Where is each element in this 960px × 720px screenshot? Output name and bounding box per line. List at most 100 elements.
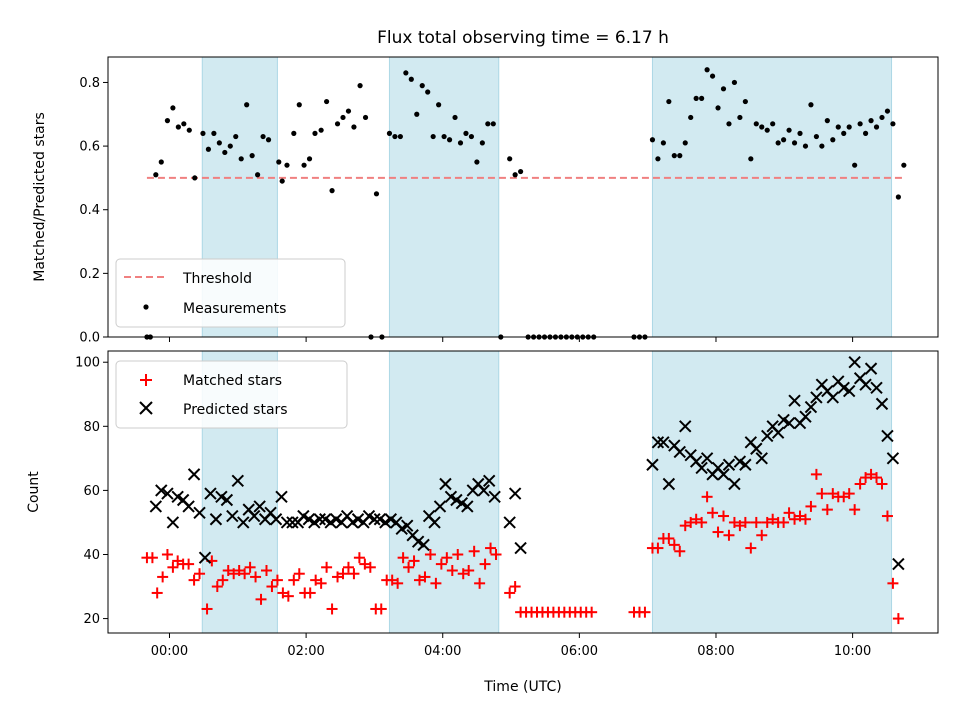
measurement-point — [318, 127, 324, 133]
predicted-star-point — [149, 500, 163, 513]
measurement-point — [797, 130, 803, 136]
measurement-point — [704, 67, 710, 73]
measurement-point — [324, 98, 330, 105]
measurement-point — [671, 153, 677, 159]
measurement-point — [786, 127, 792, 133]
matched-star-point — [463, 565, 475, 577]
matched-star-point — [696, 516, 708, 528]
predicted-star-point — [651, 436, 665, 449]
measurement-point — [244, 102, 250, 108]
predicted-star-point — [477, 484, 490, 497]
measurement-point — [386, 130, 393, 136]
measurement-point — [884, 108, 891, 114]
matched-star-point — [668, 539, 680, 551]
predicted-star-point — [428, 516, 441, 529]
predicted-star-point — [482, 474, 496, 487]
measurement-point — [720, 86, 727, 92]
predicted-star-point — [782, 416, 796, 430]
predicted-star-point — [864, 362, 878, 375]
measurement-point — [301, 162, 307, 168]
matched-star-point — [745, 542, 757, 554]
bottom-legend: Matched stars Predicted stars — [115, 360, 348, 429]
matched-star-point — [430, 577, 442, 589]
measurement-point — [158, 159, 164, 165]
measurement-point — [255, 172, 261, 178]
predicted-star-point — [401, 519, 414, 532]
measurement-point — [857, 121, 863, 127]
measurement-point — [414, 111, 420, 117]
measurement-point — [759, 124, 765, 130]
matched-star-point — [468, 545, 480, 557]
predicted-star-point — [657, 436, 670, 449]
bottom-y-axis: 20 40 60 80 100 — [75, 356, 108, 627]
matched-star-point — [816, 488, 828, 500]
predicted-star-point — [439, 477, 452, 491]
measurement-point — [868, 118, 874, 124]
measurement-point — [216, 140, 222, 146]
predicted-star-point — [870, 381, 883, 395]
observing-window-band — [651, 350, 893, 634]
predicted-star-point — [247, 509, 261, 523]
predicted-star-point — [695, 461, 708, 475]
measurement-point — [238, 156, 244, 162]
matched-star-point — [326, 603, 338, 615]
matched-star-point — [194, 568, 206, 580]
predicted-star-point — [788, 394, 801, 407]
matched-legend-label: Matched stars — [183, 373, 282, 389]
matched-star-point — [712, 526, 724, 538]
measurement-point — [699, 95, 705, 101]
measurement-point — [830, 137, 836, 143]
measurement-point — [351, 124, 357, 130]
measurement-point — [186, 127, 192, 133]
y-tick-label: 80 — [83, 420, 100, 435]
matched-star-point — [188, 574, 200, 586]
top-plot-frame — [107, 56, 939, 338]
measurement-point — [334, 121, 341, 127]
matched-star-point — [403, 561, 415, 573]
measurement-point — [808, 102, 814, 108]
measurement-point — [835, 124, 841, 130]
predicted-star-point — [508, 487, 522, 500]
predicted-star-point — [739, 458, 752, 471]
matched-star-point — [239, 568, 251, 580]
predicted-star-point — [886, 452, 900, 465]
matched-star-point — [435, 558, 447, 570]
matched-star-point — [509, 581, 521, 593]
measurement-point — [726, 121, 732, 127]
measurement-point — [737, 114, 743, 121]
matched-star-point — [321, 561, 333, 573]
y-tick-label: 60 — [83, 484, 100, 499]
y-tick-label: 0.6 — [79, 140, 100, 155]
matched-star-point — [504, 587, 516, 599]
measurement-point — [895, 194, 901, 200]
measurement-point — [408, 76, 414, 82]
measurement-point — [731, 79, 738, 86]
matched-star-point — [161, 548, 173, 560]
measurement-point — [748, 156, 754, 162]
observing-window-band — [388, 56, 500, 338]
matched-star-point — [739, 516, 751, 528]
measurement-point — [666, 98, 672, 105]
predicted-star-point — [209, 513, 223, 526]
matched-legend-icon — [140, 374, 152, 386]
top-x-ticks — [168, 337, 854, 342]
predicted-star-point — [728, 477, 741, 491]
bottom-legend-box — [115, 360, 348, 429]
matched-star-point — [479, 558, 491, 570]
predicted-star-point — [253, 500, 266, 513]
matched-star-point — [854, 478, 866, 490]
matched-star-point — [783, 507, 795, 519]
matched-star-point — [871, 472, 883, 484]
measurement-point — [403, 70, 409, 76]
matched-star-point — [424, 548, 436, 560]
matched-star-point — [723, 529, 735, 541]
measurement-point — [824, 118, 830, 124]
y-tick-label: 0.0 — [79, 331, 100, 346]
matched-star-point — [490, 548, 502, 560]
predicted-star-point — [662, 477, 676, 491]
predicted-star-point — [368, 513, 381, 526]
matched-star-point — [586, 606, 598, 618]
predicted-star-point — [771, 426, 785, 439]
predicted-star-point — [461, 500, 474, 513]
